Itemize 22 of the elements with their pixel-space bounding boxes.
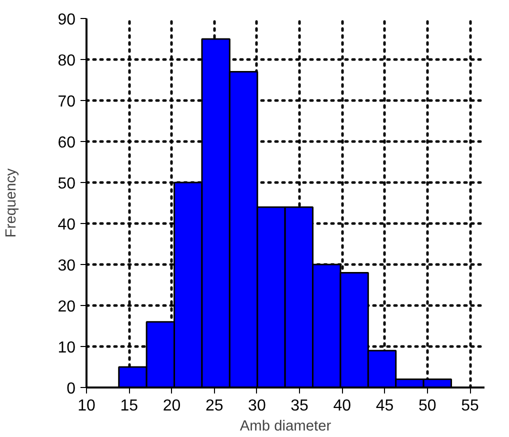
x-tick-label: 40 (333, 398, 352, 414)
x-axis-title: Amb diameter (240, 418, 332, 434)
y-tick-label: 0 (66, 380, 76, 398)
y-tick-label: 80 (58, 52, 76, 70)
y-tick-label: 70 (58, 94, 76, 110)
y-tick-label: 20 (58, 298, 76, 316)
y-tick-label: 10 (58, 340, 76, 356)
y-axis-title: Frequency (4, 168, 20, 238)
y-tick-label: 40 (58, 216, 76, 234)
x-tick-label: 10 (78, 398, 96, 414)
x-tick-label: 35 (290, 398, 309, 414)
x-tick-label: 55 (461, 398, 480, 414)
x-tick-label: 15 (120, 398, 138, 414)
x-tick-label: 50 (418, 398, 436, 414)
x-tick-label: 30 (248, 398, 266, 414)
x-tick-label: 25 (205, 398, 224, 414)
x-tick-label: 45 (376, 398, 394, 414)
y-tick-label: 60 (58, 134, 76, 152)
y-tick-label: 50 (58, 176, 76, 192)
x-tick-label: 20 (162, 398, 181, 414)
y-tick-label: 90 (58, 12, 76, 28)
y-tick-label: 30 (58, 258, 76, 274)
